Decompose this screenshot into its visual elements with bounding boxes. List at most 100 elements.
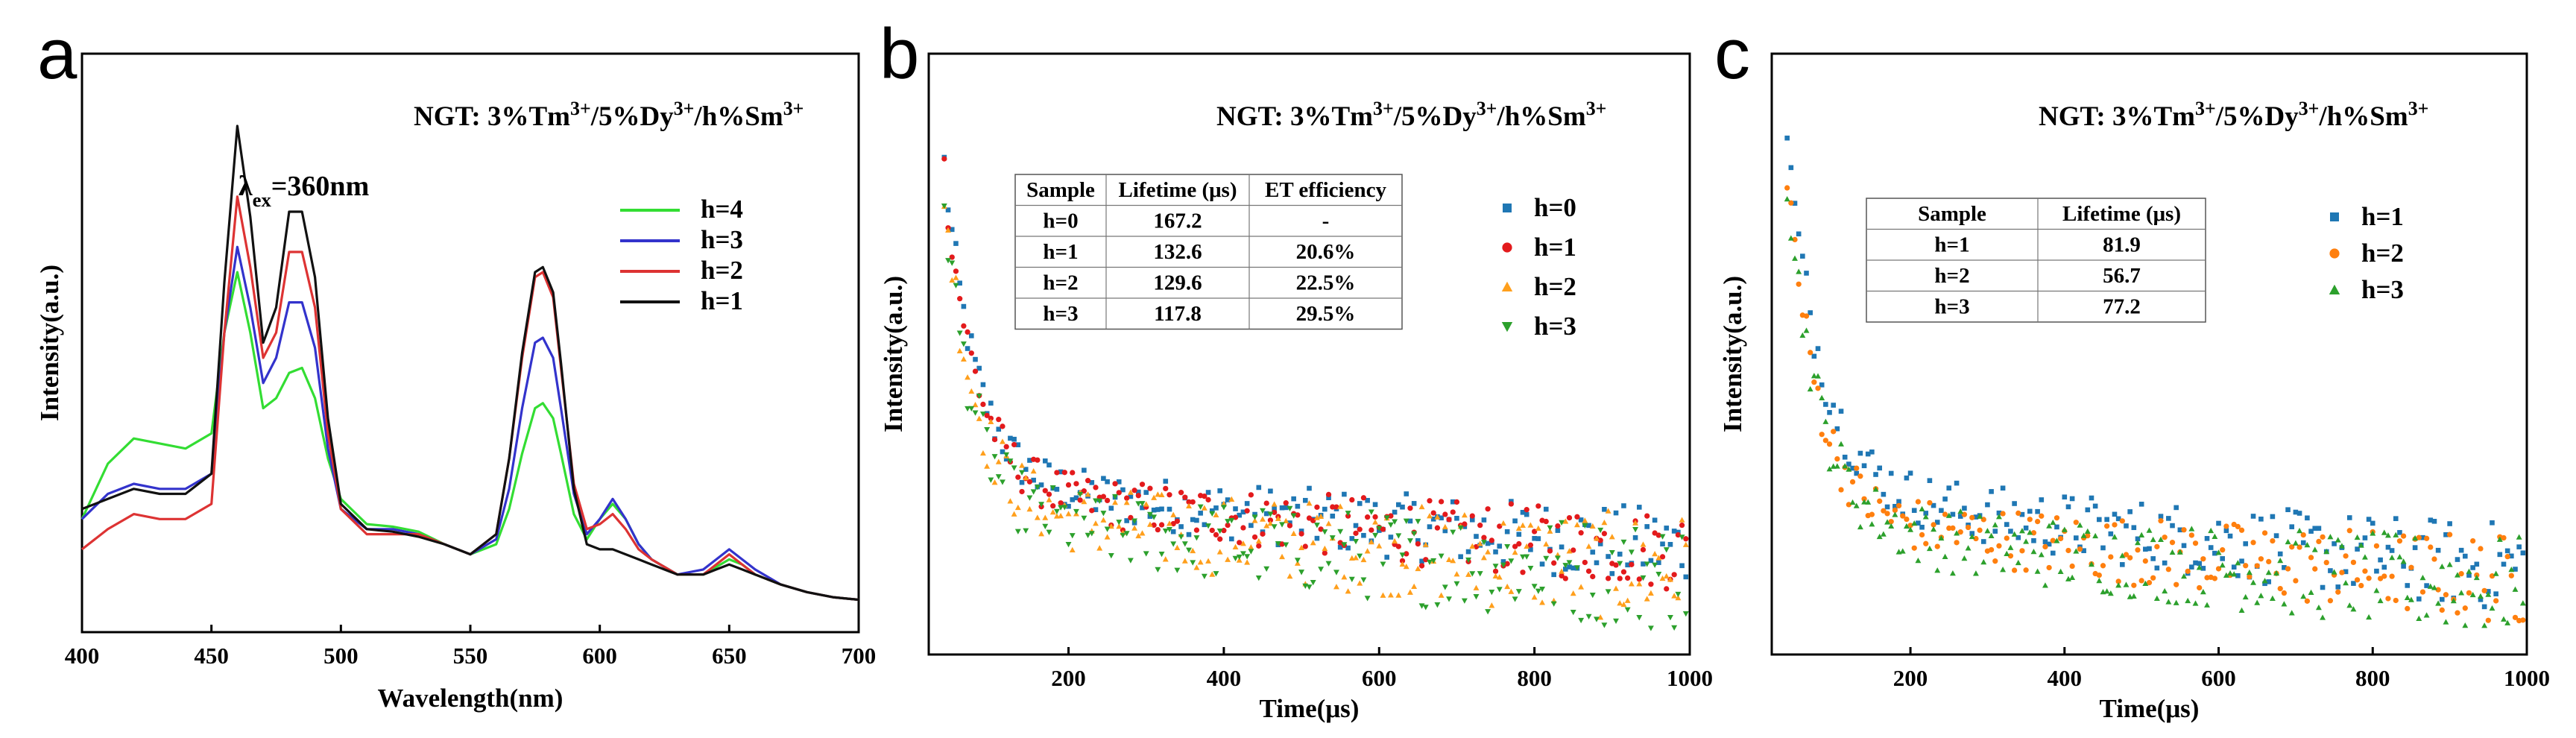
panel-c-point bbox=[2373, 543, 2380, 549]
panel-b-point bbox=[1473, 584, 1480, 590]
panel-b-point bbox=[1193, 527, 1200, 533]
panel-b-point bbox=[1403, 563, 1409, 570]
panel-b-point bbox=[1003, 444, 1009, 450]
panel-c-point bbox=[2300, 532, 2306, 538]
panel-c-point bbox=[1969, 514, 1975, 520]
panel-b-point bbox=[1027, 458, 1032, 463]
panel-b-point bbox=[1411, 501, 1417, 506]
panel-c-point bbox=[2115, 582, 2122, 588]
panel-c-point bbox=[2069, 496, 2075, 502]
panel-b-point bbox=[1193, 564, 1200, 570]
panel-c-legend-marker bbox=[2330, 212, 2339, 221]
panel-c-point bbox=[1811, 353, 1817, 359]
panel-c-point bbox=[1977, 513, 1983, 519]
panel-c-point bbox=[1876, 533, 1883, 540]
panel-c-point bbox=[2346, 602, 2353, 608]
panel-b-point bbox=[1454, 515, 1459, 521]
panel-b-point bbox=[1093, 520, 1099, 526]
panel-b-point bbox=[1683, 536, 1689, 542]
panel-c-point bbox=[2142, 558, 2148, 564]
panel-b-point bbox=[1368, 509, 1374, 515]
panel-b-point bbox=[1508, 501, 1515, 507]
panel-c-point bbox=[1973, 514, 1979, 520]
panel-c-point bbox=[2469, 591, 2476, 598]
panel-b-table-cell: h=3 bbox=[1043, 302, 1078, 326]
panel-c-point bbox=[1915, 558, 1922, 564]
panel-c-point bbox=[1996, 543, 2002, 549]
panel-b-point bbox=[1636, 505, 1642, 510]
panel-b-point bbox=[1671, 625, 1678, 631]
panel-c-x-tick-label: 200 bbox=[1893, 665, 1928, 691]
panel-c-point bbox=[1911, 520, 1918, 526]
panel-b-point bbox=[1066, 503, 1071, 509]
panel-c-point bbox=[1904, 475, 1910, 481]
panel-b-point bbox=[1170, 520, 1176, 527]
panel-c-point bbox=[1869, 511, 1875, 517]
panel-c-point bbox=[2520, 617, 2526, 623]
panel-c-point bbox=[2282, 565, 2287, 570]
panel-c-point bbox=[2053, 537, 2060, 543]
panel-c-point bbox=[2115, 516, 2121, 522]
panel-b-point bbox=[1562, 518, 1569, 524]
panel-b-point bbox=[1135, 501, 1142, 507]
panel-c-table-cell: h=1 bbox=[1934, 233, 1969, 256]
panel-b-point bbox=[956, 330, 963, 336]
panel-c-point bbox=[1830, 463, 1837, 469]
panel-b-point bbox=[1407, 538, 1413, 544]
panel-c-point bbox=[2277, 557, 2284, 564]
panel-b-point bbox=[1030, 489, 1037, 495]
panel-b-point bbox=[1201, 505, 1208, 511]
panel-c-point bbox=[2031, 537, 2036, 543]
panel-b-point bbox=[1550, 601, 1557, 607]
panel-b-point bbox=[1641, 561, 1646, 567]
panel-b-point bbox=[1535, 525, 1541, 531]
panel-b-point bbox=[1601, 520, 1608, 526]
panel-b-point bbox=[1524, 511, 1530, 517]
panel-c-point bbox=[1819, 382, 1825, 388]
panel-c-point bbox=[2385, 596, 2391, 602]
panel-b-point bbox=[1667, 615, 1673, 621]
panel-c-point bbox=[2292, 540, 2299, 546]
panel-c-point bbox=[1803, 313, 1810, 319]
panel-b-point bbox=[1407, 518, 1413, 524]
panel-c-point bbox=[2401, 564, 2406, 569]
panel-b-point bbox=[1469, 571, 1476, 577]
panel-c-point bbox=[1796, 281, 1802, 287]
panel-b-point bbox=[1528, 546, 1533, 552]
panel-c-point bbox=[2154, 565, 2160, 571]
panel-b-point bbox=[1399, 561, 1406, 567]
panel-b-point bbox=[1617, 561, 1623, 567]
panel-b-point bbox=[1093, 485, 1099, 491]
panel-b-point bbox=[1585, 568, 1592, 574]
panel-c-point bbox=[2393, 597, 2399, 604]
panel-b-point bbox=[1202, 522, 1208, 528]
panel-b-point bbox=[1217, 536, 1223, 542]
panel-c-point bbox=[2247, 574, 2253, 580]
panel-c-point bbox=[2331, 569, 2337, 575]
panel-b-point bbox=[1061, 505, 1068, 511]
panel-c-point bbox=[2204, 602, 2210, 608]
panel-c-point bbox=[2089, 495, 2094, 501]
panel-c-point bbox=[2197, 561, 2202, 567]
panel-b-point bbox=[1597, 541, 1603, 546]
panel-c-point bbox=[1965, 524, 1972, 531]
panel-c-point bbox=[2154, 543, 2160, 549]
panel-b-point bbox=[1399, 552, 1406, 558]
panel-c-point bbox=[2358, 542, 2364, 548]
panel-b-point bbox=[1539, 599, 1546, 605]
panel-b-point bbox=[1679, 517, 1685, 523]
panel-b-point bbox=[996, 426, 1002, 432]
panel-b-point bbox=[984, 463, 991, 469]
panel-b-point bbox=[1035, 457, 1041, 463]
panel-c-point bbox=[2466, 590, 2472, 596]
panel-b-point bbox=[1667, 542, 1673, 547]
panel-c-point bbox=[2019, 511, 2025, 517]
panel-c-point bbox=[2034, 568, 2041, 574]
panel-b-point bbox=[1232, 543, 1239, 549]
panel-b-point bbox=[1543, 506, 1549, 512]
panel-b-point bbox=[1170, 541, 1177, 547]
panel-c-point bbox=[2458, 571, 2464, 577]
panel-b-point bbox=[1496, 587, 1503, 593]
panel-b-point bbox=[1384, 555, 1389, 560]
